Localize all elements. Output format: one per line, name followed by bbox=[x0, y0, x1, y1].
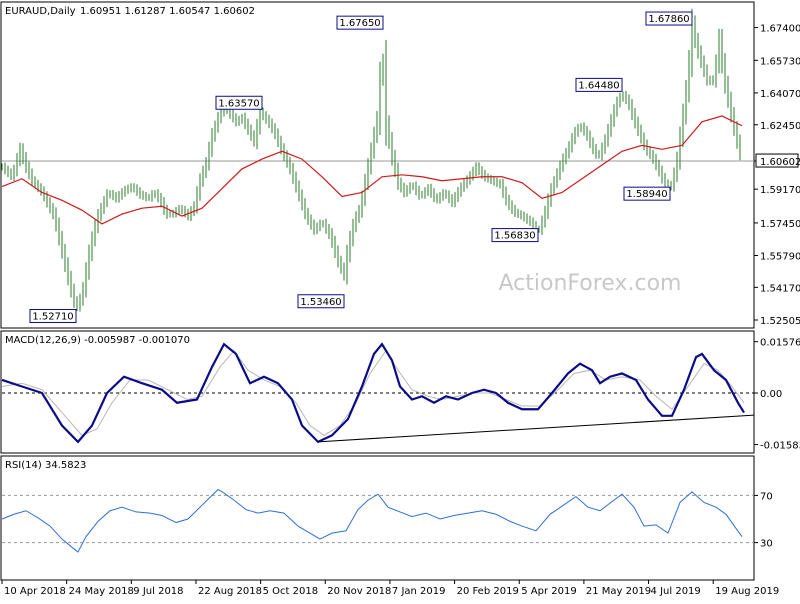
moving-average-line bbox=[1, 115, 743, 225]
macd-y-tick-label: -0.015834 bbox=[760, 441, 800, 452]
rsi-layer bbox=[1, 488, 754, 553]
price-annotation-box bbox=[215, 95, 263, 110]
price-annotation-label: 1.63570 bbox=[218, 98, 259, 109]
x-date-label: 22 Aug 2018 bbox=[198, 586, 262, 597]
instrument-title: EURAUD,Daily bbox=[5, 6, 76, 17]
x-date-label: 24 May 2018 bbox=[69, 586, 134, 597]
rsi-label: RSI(14) 34.5823 bbox=[5, 460, 86, 471]
last-price-label: 1.60602 bbox=[760, 157, 800, 168]
x-date-label: 4 Jul 2019 bbox=[651, 586, 701, 597]
price-annotation-box bbox=[336, 15, 384, 30]
ohlc-readout: 1.60951 1.61287 1.60547 1.60602 bbox=[80, 6, 255, 17]
price-y-tick-label: 1.52505 bbox=[760, 316, 800, 327]
price-annotation-box bbox=[645, 11, 693, 26]
watermark: ActionForex.com bbox=[499, 271, 682, 296]
price-annotation-box bbox=[297, 294, 345, 309]
rsi-panel bbox=[0, 455, 755, 581]
last-price-box bbox=[755, 153, 799, 168]
price-y-tick-label: 1.67400 bbox=[760, 24, 800, 35]
x-date-label: 5 Apr 2019 bbox=[521, 586, 576, 597]
axis-layer: 1.67400 1.65730 1.64070 1.62450 1.60602 1.591… bbox=[1, 24, 800, 597]
macd-y-tick-label: 0.015762 bbox=[760, 338, 800, 349]
price-annotation-label: 1.58940 bbox=[626, 189, 667, 200]
price-annotation-box bbox=[623, 186, 671, 201]
macd-trendline bbox=[317, 414, 755, 443]
macd-label: MACD(12,26,9) -0.005987 -0.001070 bbox=[5, 335, 190, 346]
price-annotation-box bbox=[491, 228, 539, 243]
x-date-label: 7 Jan 2019 bbox=[392, 586, 446, 597]
rsi-y-tick-label: 70 bbox=[760, 491, 773, 502]
price-annotation-label: 1.67650 bbox=[339, 18, 380, 29]
price-annotation-box bbox=[575, 77, 623, 92]
rsi-y-tick-label: 30 bbox=[760, 539, 773, 550]
x-date-label: 19 Aug 2019 bbox=[715, 586, 779, 597]
x-date-label: 9 Jul 2018 bbox=[133, 586, 183, 597]
price-y-tick-label: 1.64070 bbox=[760, 89, 800, 100]
price-y-tick-label: 1.55790 bbox=[760, 252, 800, 263]
x-date-label: 20 Feb 2019 bbox=[457, 586, 519, 597]
x-date-label: 5 Oct 2018 bbox=[263, 586, 318, 597]
price-y-tick-label: 1.54170 bbox=[760, 283, 800, 294]
price-y-tick-label: 1.59170 bbox=[760, 185, 800, 196]
rsi-line bbox=[1, 488, 743, 553]
price-panel bbox=[0, 1, 755, 329]
price-annotation-label: 1.53460 bbox=[300, 297, 341, 308]
price-y-tick-label: 1.57450 bbox=[760, 219, 800, 230]
x-date-label: 21 May 2019 bbox=[586, 586, 651, 597]
price-annotation-label: 1.52710 bbox=[32, 311, 73, 322]
price-y-tick-label: 1.62450 bbox=[760, 121, 800, 132]
price-annotation-label: 1.56830 bbox=[494, 231, 535, 242]
x-date-label: 20 Nov 2018 bbox=[327, 586, 391, 597]
macd-y-tick-label: 0.00 bbox=[760, 389, 782, 400]
price-annotation-box bbox=[29, 308, 77, 323]
price-y-tick-label: 1.65730 bbox=[760, 56, 800, 67]
price-annotation-label: 1.67860 bbox=[648, 14, 689, 25]
macd-layer bbox=[1, 342, 755, 444]
price-layer: 1.67650 1.63570 1.53460 1.52710 1.64480 1.678… bbox=[1, 8, 754, 323]
x-date-label: 10 Apr 2018 bbox=[4, 586, 66, 597]
macd-line bbox=[1, 342, 745, 444]
price-annotation-label: 1.64480 bbox=[578, 80, 619, 91]
